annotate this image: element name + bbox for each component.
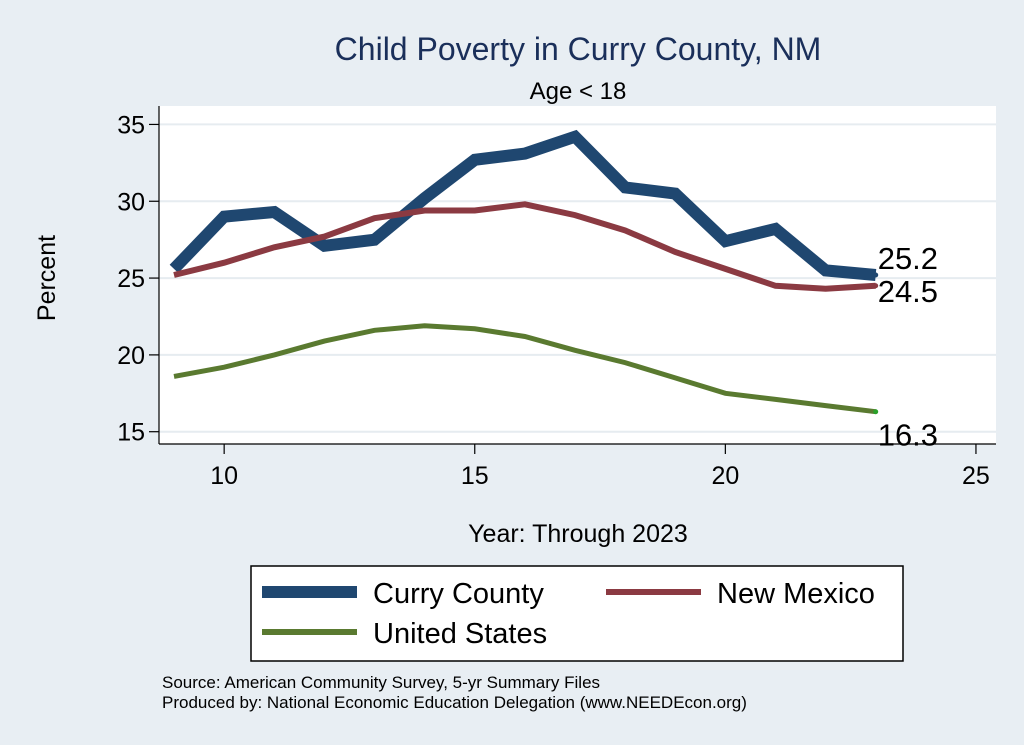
- chart-title: Child Poverty in Curry County, NM: [335, 31, 822, 67]
- end-point-curry-county: [873, 272, 879, 278]
- y-tick-label: 20: [117, 342, 145, 370]
- x-axis-title: Year: Through 2023: [468, 520, 688, 548]
- legend: Curry County New Mexico United States: [250, 565, 904, 662]
- x-tick-label: 15: [461, 462, 489, 490]
- legend-box: [250, 565, 904, 662]
- series-line-curry-county: [169, 129, 877, 281]
- axes: 15 20 25 30 35 10 15 20 25: [117, 106, 996, 490]
- end-label-new-mexico: 24.5: [878, 274, 938, 309]
- x-tick-label: 25: [962, 462, 990, 490]
- end-label-curry-county: 25.2: [878, 241, 938, 276]
- end-point-new-mexico: [873, 283, 879, 289]
- end-point-united-states: [873, 409, 879, 415]
- y-axis-title: Percent: [33, 235, 61, 321]
- end-labels: 25.224.5 16.3: [878, 241, 938, 453]
- y-tick-label: 25: [117, 265, 145, 293]
- x-tick-label: 20: [711, 462, 739, 490]
- series-lines: [169, 129, 879, 415]
- y-tick-label: 35: [117, 111, 145, 139]
- y-tick-label: 15: [117, 419, 145, 447]
- legend-label-new-mexico: New Mexico: [717, 578, 875, 610]
- series-line-united-states: [173, 323, 877, 415]
- series-line-new-mexico: [173, 201, 876, 292]
- legend-label-united-states: United States: [373, 618, 547, 650]
- legend-label-curry-county: Curry County: [373, 578, 544, 610]
- x-tick-label: 10: [210, 462, 238, 490]
- end-label-united-states: 16.3: [878, 418, 938, 453]
- y-tick-label: 30: [117, 188, 145, 216]
- chart-subtitle: Age < 18: [530, 78, 627, 105]
- producer-note: Produced by: National Economic Education…: [162, 693, 747, 712]
- source-note: Source: American Community Survey, 5-yr …: [162, 673, 600, 692]
